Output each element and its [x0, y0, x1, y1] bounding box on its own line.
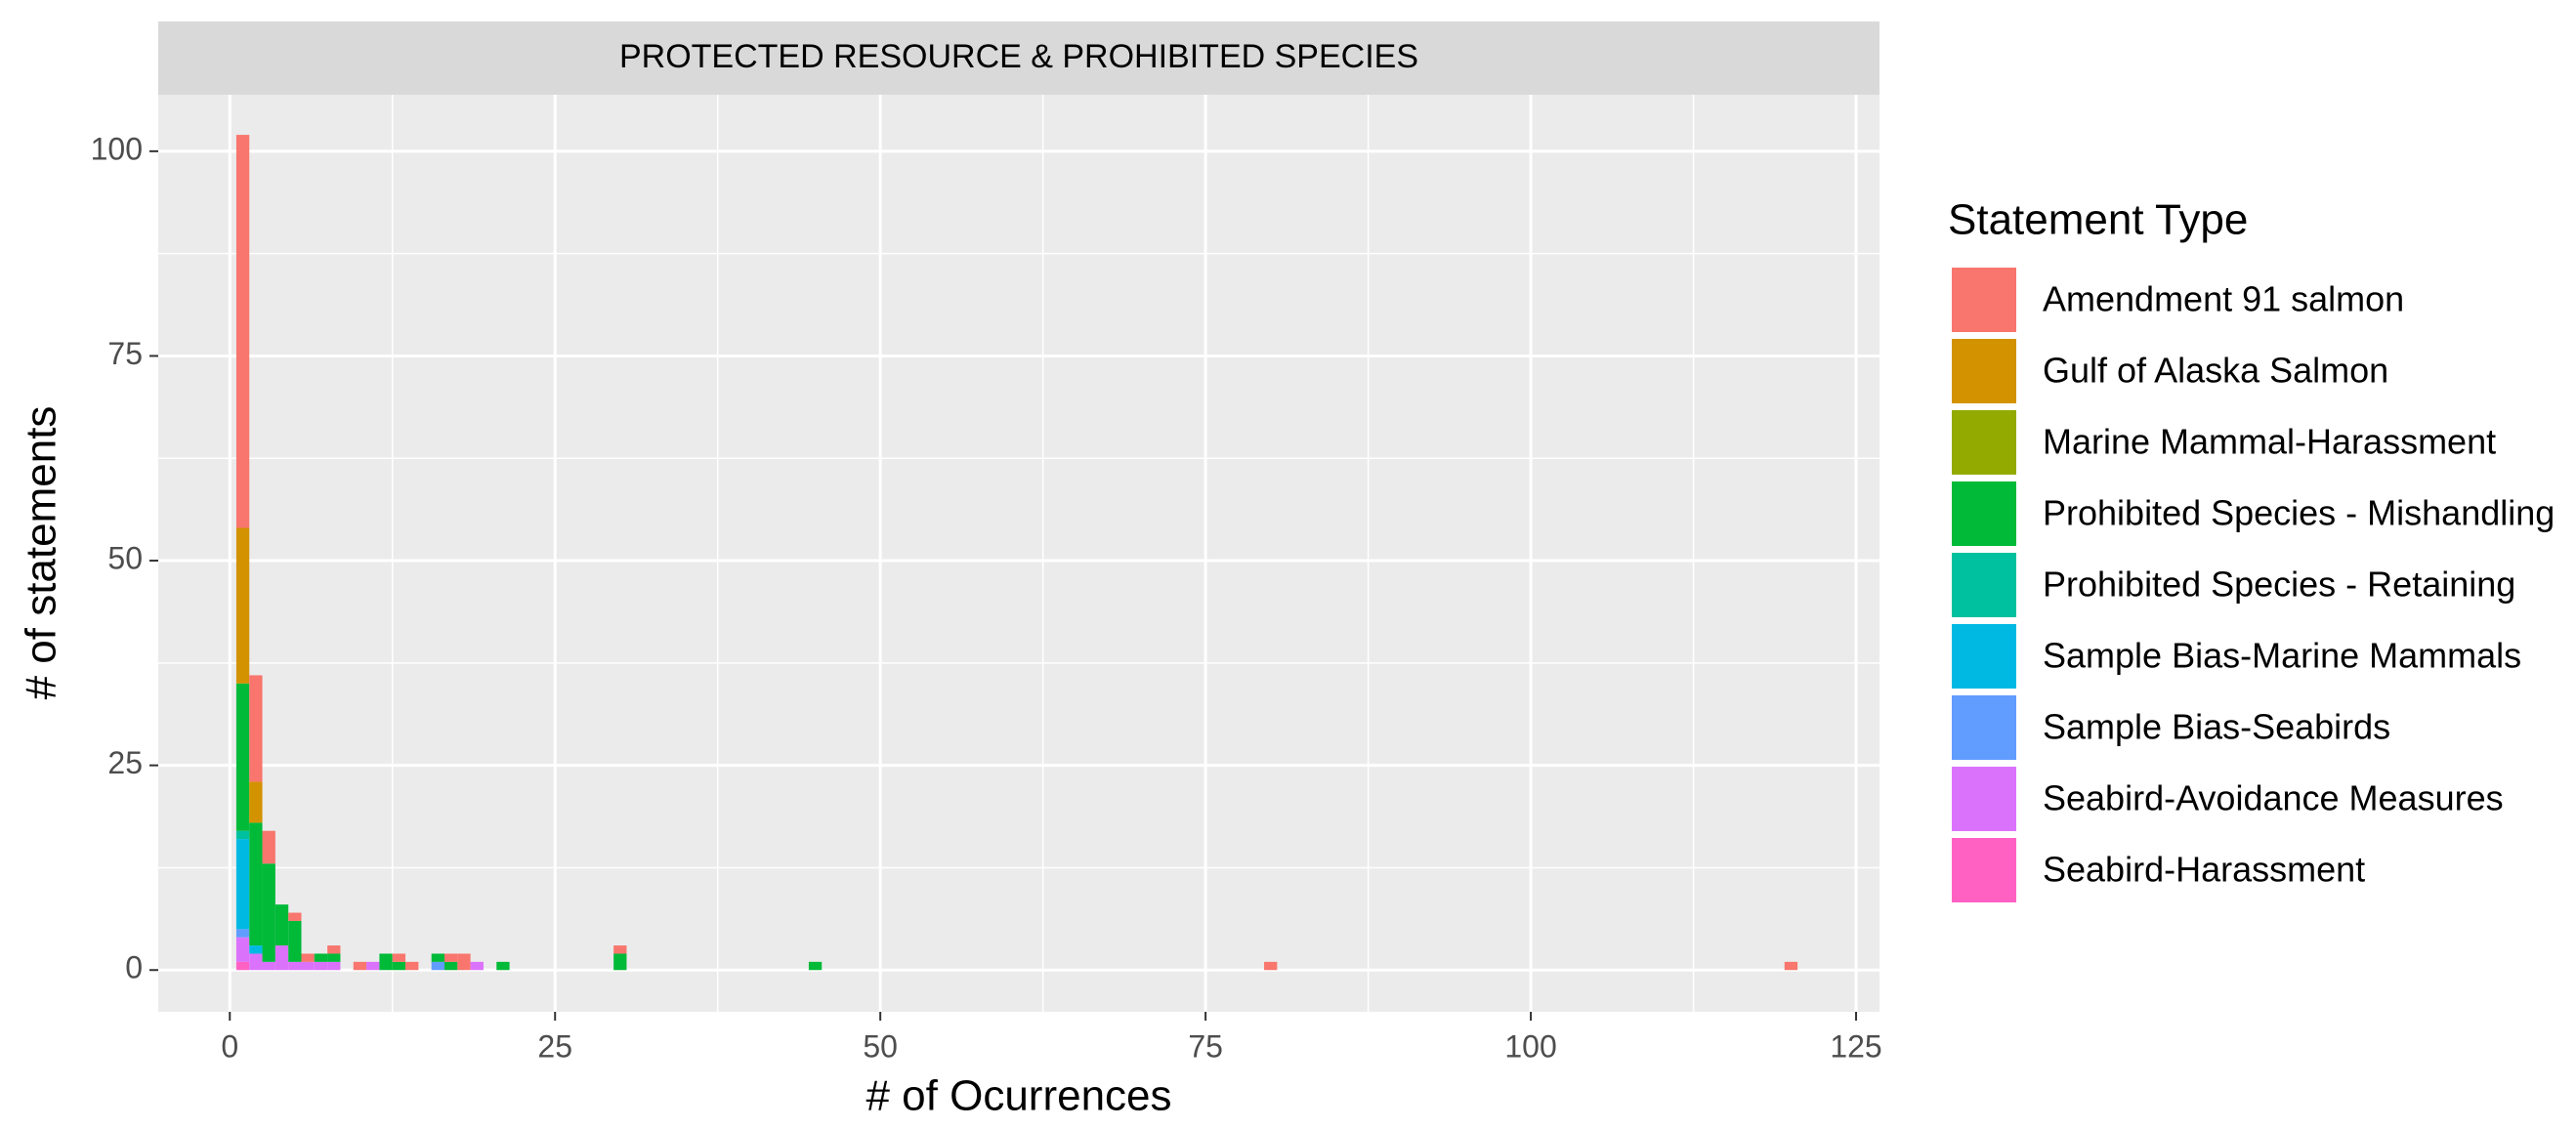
- bar-segment: [235, 527, 250, 684]
- x-tick-label: 125: [1830, 1028, 1881, 1064]
- legend-label: Seabird-Avoidance Measures: [2043, 778, 2504, 818]
- bar-segment: [444, 953, 458, 962]
- bar-segment: [235, 839, 250, 930]
- x-tick-label: 25: [537, 1028, 572, 1064]
- legend-key: [1950, 551, 2018, 619]
- legend-label: Prohibited Species - Mishandling: [2043, 493, 2555, 533]
- chart-title: PROTECTED RESOURCE & PROHIBITED SPECIES: [619, 38, 1418, 75]
- bar-segment: [1784, 961, 1798, 971]
- bar-segment: [249, 781, 263, 823]
- bar-segment: [392, 953, 406, 962]
- bar-segment: [405, 961, 419, 971]
- bar-segment: [392, 961, 406, 971]
- x-tick-label: 0: [221, 1028, 238, 1064]
- bar-segment: [288, 920, 302, 962]
- bar-segment: [1264, 961, 1278, 971]
- bar-segment: [431, 953, 445, 962]
- bar-segment: [235, 961, 250, 971]
- bar-segment: [235, 937, 250, 962]
- bar-segment: [379, 953, 393, 971]
- legend-key: [1950, 836, 2018, 904]
- bar-segment: [235, 830, 250, 840]
- bar-segment: [301, 953, 315, 962]
- bar-segment: [496, 961, 510, 971]
- bar-segment: [808, 961, 823, 971]
- bar-segment: [327, 945, 341, 954]
- bar-segment: [274, 945, 289, 971]
- bar-segment: [470, 961, 484, 971]
- bar-segment: [235, 929, 250, 938]
- facet-strip: [158, 21, 1879, 95]
- bar-segment: [249, 675, 263, 782]
- legend-key: [1950, 480, 2018, 548]
- bar-segment: [613, 953, 627, 971]
- bar-segment: [235, 135, 250, 528]
- legend-key: [1950, 765, 2018, 833]
- bar-segment: [288, 961, 302, 971]
- bar-segment: [327, 953, 341, 962]
- legend-title: Statement Type: [1948, 196, 2248, 244]
- x-tick-label: 75: [1188, 1028, 1223, 1064]
- bar-segment: [444, 961, 458, 971]
- bar-segment: [301, 961, 315, 971]
- legend-label: Prohibited Species - Retaining: [2043, 564, 2515, 605]
- bar-segment: [314, 961, 328, 971]
- bar-segment: [288, 912, 302, 921]
- bar-segment: [327, 961, 341, 971]
- y-tick-label: 0: [125, 950, 143, 985]
- bar-segment: [262, 863, 275, 962]
- bar-segment: [235, 683, 250, 831]
- bar-segment: [249, 953, 263, 971]
- bar-segment: [314, 953, 328, 962]
- bar-segment: [431, 961, 445, 971]
- bar-segment: [262, 961, 275, 971]
- legend-label: Seabird-Harassment: [2043, 850, 2365, 890]
- legend-key: [1950, 337, 2018, 405]
- x-axis-title: # of Ocurrences: [866, 1072, 1171, 1120]
- bar-segment: [353, 961, 367, 971]
- y-tick-label: 75: [107, 336, 143, 371]
- bar-segment: [366, 961, 380, 971]
- x-tick-label: 100: [1504, 1028, 1556, 1064]
- legend-key: [1950, 622, 2018, 690]
- bar-segment: [249, 945, 263, 954]
- y-tick-label: 50: [107, 540, 143, 575]
- bar-segment: [274, 904, 289, 946]
- bar-segment: [457, 953, 471, 971]
- legend-key: [1950, 266, 2018, 334]
- plot-panel: [158, 95, 1879, 1012]
- legend-label: Gulf of Alaska Salmon: [2043, 351, 2388, 391]
- y-axis-title: # of statements: [18, 406, 65, 700]
- legend-label: Sample Bias-Marine Mammals: [2043, 636, 2521, 676]
- legend-key: [1950, 693, 2018, 762]
- legend-label: Marine Mammal-Harassment: [2043, 422, 2496, 462]
- x-tick-label: 50: [863, 1028, 898, 1064]
- bar-segment: [613, 945, 627, 954]
- legend-key: [1950, 408, 2018, 477]
- bar-segment: [262, 830, 275, 864]
- legend-label: Amendment 91 salmon: [2043, 279, 2404, 319]
- y-tick-label: 25: [107, 745, 143, 780]
- bar-segment: [249, 822, 263, 946]
- legend-label: Sample Bias-Seabirds: [2043, 707, 2390, 747]
- y-tick-label: 100: [91, 131, 143, 166]
